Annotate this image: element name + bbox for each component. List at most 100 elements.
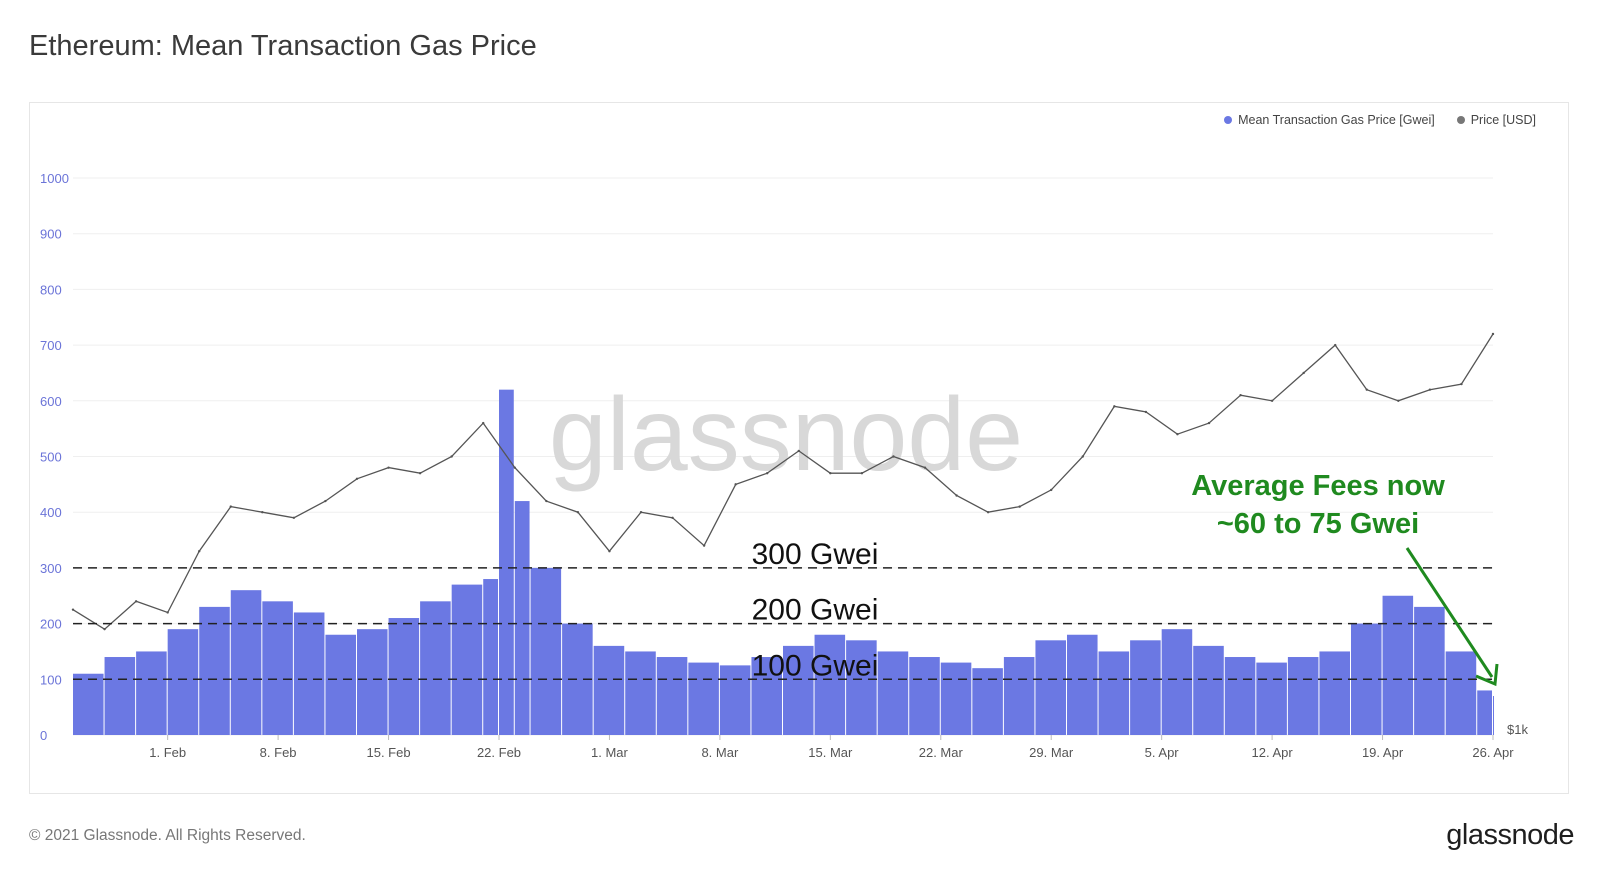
price-point[interactable]	[229, 505, 232, 508]
gas-bar[interactable]	[593, 645, 625, 735]
price-point[interactable]	[1460, 382, 1463, 386]
price-point[interactable]	[576, 511, 580, 514]
price-point[interactable]	[639, 511, 643, 514]
gas-bar[interactable]	[1493, 696, 1494, 735]
price-point[interactable]	[513, 466, 516, 469]
legend-item-gas[interactable]: Mean Transaction Gas Price [Gwei]	[1224, 113, 1435, 127]
gas-bar[interactable]	[1256, 662, 1287, 735]
gas-bar[interactable]	[814, 634, 846, 735]
price-point[interactable]	[1081, 455, 1084, 458]
gas-bar[interactable]	[104, 657, 136, 735]
gas-bar[interactable]	[1414, 606, 1445, 735]
price-point[interactable]	[292, 516, 296, 519]
price-point[interactable]	[71, 608, 75, 611]
price-point[interactable]	[1428, 388, 1432, 391]
price-point[interactable]	[955, 494, 958, 497]
gas-bar[interactable]	[530, 567, 562, 735]
gas-bar[interactable]	[514, 501, 530, 735]
gas-bar[interactable]	[909, 657, 940, 735]
price-point[interactable]	[860, 472, 864, 475]
y-tick-label: 100	[40, 672, 62, 687]
gas-bar[interactable]	[1193, 645, 1224, 735]
legend-item-price[interactable]: Price [USD]	[1456, 113, 1536, 127]
price-point[interactable]	[1365, 388, 1368, 391]
price-point[interactable]	[1239, 394, 1242, 397]
gas-bar[interactable]	[357, 629, 388, 735]
price-point[interactable]	[671, 516, 674, 519]
price-point[interactable]	[1491, 332, 1495, 336]
gas-bar[interactable]	[499, 389, 514, 735]
price-point[interactable]	[1302, 371, 1305, 375]
reference-lines: 300 Gwei 200 Gwei 100 Gwei	[73, 538, 1493, 682]
price-point[interactable]	[1050, 488, 1053, 492]
gas-bar[interactable]	[1224, 657, 1256, 735]
gas-bar[interactable]	[1287, 657, 1319, 735]
price-point[interactable]	[608, 549, 611, 553]
price-point[interactable]	[355, 477, 359, 480]
gas-bar[interactable]	[656, 657, 688, 735]
gas-bar[interactable]	[262, 601, 293, 735]
gas-bar[interactable]	[972, 668, 1003, 735]
gas-bar[interactable]	[1130, 640, 1161, 735]
gas-bar[interactable]	[688, 662, 719, 735]
gas-bars	[73, 389, 1494, 735]
gas-bar[interactable]	[293, 612, 325, 735]
price-point[interactable]	[734, 483, 737, 486]
gas-bar[interactable]	[1382, 595, 1414, 735]
gas-bar[interactable]	[230, 590, 262, 735]
price-point[interactable]	[166, 611, 169, 614]
price-point[interactable]	[103, 627, 106, 631]
gas-bar[interactable]	[420, 601, 451, 735]
gas-bar[interactable]	[1067, 634, 1098, 735]
price-point[interactable]	[261, 511, 264, 514]
annotation-arrow-head	[1475, 663, 1499, 687]
gas-bar[interactable]	[388, 618, 420, 735]
price-point[interactable]	[797, 449, 800, 453]
gas-bar[interactable]	[1319, 651, 1350, 735]
price-point[interactable]	[387, 466, 390, 469]
price-point[interactable]	[1270, 399, 1274, 402]
gas-bar[interactable]	[325, 634, 356, 735]
gas-bar[interactable]	[483, 579, 498, 735]
price-point[interactable]	[545, 499, 548, 503]
price-point[interactable]	[1018, 505, 1021, 508]
gas-bar[interactable]	[625, 651, 656, 735]
gas-bar[interactable]	[940, 662, 972, 735]
gas-bar[interactable]	[1098, 651, 1130, 735]
price-point[interactable]	[1144, 410, 1148, 414]
price-point[interactable]	[892, 455, 895, 458]
price-point[interactable]	[923, 466, 927, 469]
price-point[interactable]	[1397, 399, 1400, 402]
price-point[interactable]	[829, 472, 832, 475]
price-point[interactable]	[198, 549, 201, 553]
price-point[interactable]	[134, 600, 138, 603]
gas-bar[interactable]	[877, 651, 909, 735]
price-point[interactable]	[702, 544, 706, 547]
price-point[interactable]	[1207, 421, 1211, 425]
copyright: © 2021 Glassnode. All Rights Reserved.	[29, 827, 306, 844]
gas-bar[interactable]	[719, 665, 751, 735]
gas-bar[interactable]	[751, 657, 782, 735]
gas-bar[interactable]	[167, 629, 199, 735]
price-point[interactable]	[450, 455, 453, 458]
gas-bar[interactable]	[451, 584, 483, 735]
gas-bar[interactable]	[199, 606, 230, 735]
price-point[interactable]	[766, 472, 769, 475]
price-point[interactable]	[1176, 433, 1179, 436]
price-point[interactable]	[1113, 405, 1116, 408]
gas-bar[interactable]	[846, 640, 877, 735]
gas-bar[interactable]	[783, 645, 814, 735]
gas-bar[interactable]	[1035, 640, 1066, 735]
gas-bar[interactable]	[73, 673, 104, 735]
price-point[interactable]	[418, 472, 422, 475]
gas-bar[interactable]	[1161, 629, 1193, 735]
price-point[interactable]	[482, 421, 485, 425]
price-point[interactable]	[1334, 343, 1337, 347]
gas-bar[interactable]	[1477, 690, 1492, 735]
gas-bar[interactable]	[136, 651, 167, 735]
price-point[interactable]	[324, 499, 327, 503]
gas-bar[interactable]	[1445, 651, 1477, 735]
gas-bar[interactable]	[1003, 657, 1035, 735]
y-tick-label: 400	[40, 505, 62, 520]
price-point[interactable]	[986, 511, 990, 514]
